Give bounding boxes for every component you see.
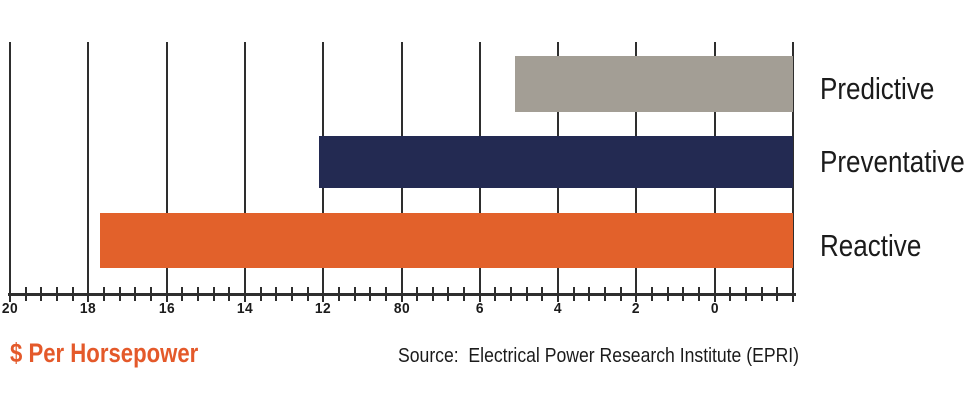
minor-tick bbox=[447, 287, 450, 301]
minor-tick bbox=[290, 287, 293, 301]
minor-tick bbox=[463, 287, 466, 301]
minor-tick bbox=[40, 287, 43, 301]
minor-tick bbox=[525, 287, 528, 301]
minor-tick bbox=[228, 287, 231, 301]
category-label-reactive: Reactive bbox=[820, 228, 922, 263]
minor-tick bbox=[212, 287, 215, 301]
x-axis-tick-label: 4 bbox=[554, 300, 563, 317]
x-axis-tick-label: 2 bbox=[632, 300, 641, 317]
minor-tick bbox=[181, 287, 184, 301]
minor-tick bbox=[416, 287, 419, 301]
x-axis-tick-label: 20 bbox=[1, 300, 19, 317]
bar-reactive bbox=[100, 213, 793, 268]
major-gridline bbox=[9, 42, 11, 302]
minor-tick bbox=[745, 287, 748, 301]
major-gridline bbox=[165, 42, 168, 302]
minor-tick bbox=[369, 287, 372, 301]
x-axis-tick-label: 14 bbox=[236, 300, 254, 317]
minor-tick bbox=[776, 287, 779, 301]
x-axis-tick-label: 6 bbox=[475, 300, 484, 317]
minor-tick bbox=[619, 287, 622, 301]
minor-tick bbox=[651, 287, 654, 301]
minor-tick bbox=[134, 287, 137, 301]
x-axis-tick-label: 18 bbox=[80, 300, 97, 317]
plot-area: 20 18 16 14 12 80 6 4 2 0 bbox=[2, 42, 796, 317]
minor-tick bbox=[604, 287, 607, 301]
minor-tick bbox=[149, 287, 152, 301]
minor-tick bbox=[510, 287, 513, 301]
bar-preventative bbox=[319, 136, 793, 188]
x-axis-tick-label: 16 bbox=[158, 300, 175, 317]
minor-tick bbox=[102, 287, 105, 301]
minor-tick bbox=[541, 287, 544, 301]
minor-tick bbox=[666, 287, 669, 301]
x-axis-tick-label: 0 bbox=[710, 300, 719, 317]
minor-tick bbox=[353, 287, 356, 301]
minor-tick bbox=[118, 287, 121, 301]
minor-tick bbox=[682, 287, 685, 301]
category-label-predictive: Predictive bbox=[820, 71, 935, 106]
minor-tick bbox=[275, 287, 278, 301]
minor-tick bbox=[55, 287, 58, 301]
minor-tick bbox=[494, 287, 497, 301]
source-citation: Source: Electrical Power Research Instit… bbox=[398, 345, 800, 367]
minor-tick bbox=[196, 287, 199, 301]
major-gridline bbox=[87, 42, 90, 302]
minor-tick bbox=[24, 287, 27, 301]
minor-tick bbox=[760, 287, 763, 301]
major-gridline bbox=[243, 42, 246, 302]
minor-tick bbox=[306, 287, 309, 301]
minor-tick bbox=[259, 287, 262, 301]
category-label-preventative: Preventative bbox=[820, 144, 965, 179]
minor-tick bbox=[431, 287, 434, 301]
minor-tick bbox=[698, 287, 701, 301]
minor-tick bbox=[337, 287, 340, 301]
x-axis-title: $ Per Horsepower bbox=[10, 338, 199, 368]
bar-predictive bbox=[515, 56, 793, 112]
x-axis-tick-label: 80 bbox=[393, 300, 410, 317]
x-axis-tick-label: 12 bbox=[315, 300, 332, 317]
major-gridline bbox=[792, 42, 794, 302]
minor-tick bbox=[588, 287, 591, 301]
minor-tick bbox=[729, 287, 732, 301]
minor-tick bbox=[572, 287, 575, 301]
minor-tick bbox=[71, 287, 74, 301]
minor-tick bbox=[384, 287, 387, 301]
